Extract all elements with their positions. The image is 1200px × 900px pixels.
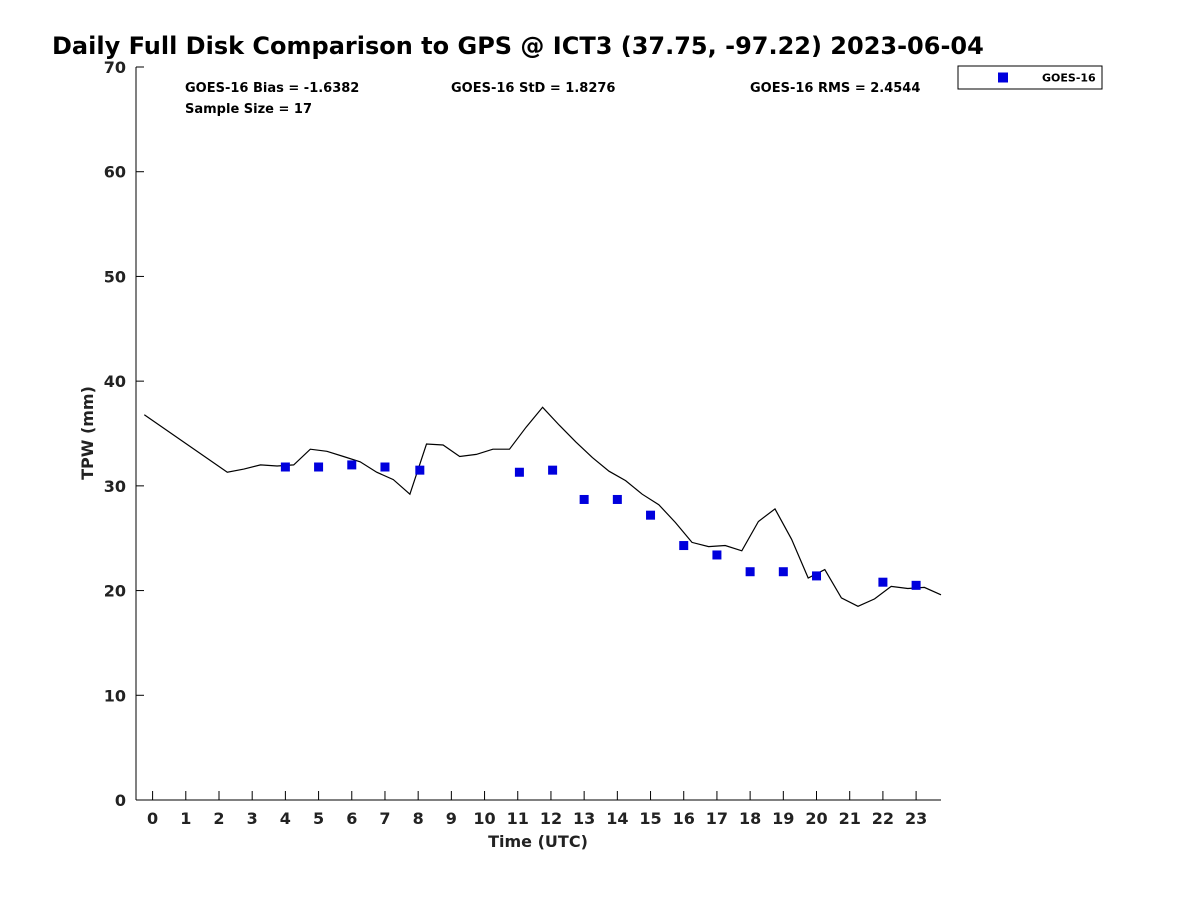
y-tick-label: 10 bbox=[104, 686, 126, 705]
goes-16-point bbox=[812, 571, 822, 581]
x-tick-label: 18 bbox=[739, 809, 761, 828]
gps-tpw-line bbox=[143, 406, 942, 607]
x-tick-label: 2 bbox=[213, 809, 224, 828]
y-ticks: 0 10 20 30 40 50 60 70 bbox=[104, 58, 144, 810]
goes-16-point bbox=[579, 494, 589, 504]
sample-size-stat: Sample Size = 17 bbox=[185, 102, 312, 117]
x-tick-label: 10 bbox=[473, 809, 495, 828]
y-axis-label: TPW (mm) bbox=[78, 386, 97, 480]
y-tick-label: 30 bbox=[104, 477, 126, 496]
x-tick-label: 22 bbox=[872, 809, 894, 828]
y-tick-label: 40 bbox=[104, 372, 126, 391]
rms-stat: GOES-16 RMS = 2.4544 bbox=[750, 81, 920, 96]
chart-title: Daily Full Disk Comparison to GPS @ ICT3… bbox=[52, 32, 984, 60]
x-ticks: 0 1 2 3 4 5 6 7 8 9 10 11 12 13 14 15 16 17 18 19 20 21 22 23 bbox=[147, 791, 927, 828]
legend-marker-square bbox=[998, 72, 1008, 83]
goes-16-point bbox=[712, 550, 722, 560]
goes-16-point bbox=[778, 567, 788, 577]
x-tick-label: 17 bbox=[706, 809, 728, 828]
x-tick-label: 14 bbox=[606, 809, 628, 828]
x-tick-label: 15 bbox=[639, 809, 661, 828]
y-tick-label: 70 bbox=[104, 58, 126, 77]
goes-16-point bbox=[514, 467, 524, 477]
goes-16-point bbox=[745, 567, 755, 577]
x-tick-label: 8 bbox=[413, 809, 424, 828]
y-tick-label: 0 bbox=[115, 791, 126, 810]
goes-16-point bbox=[415, 465, 425, 475]
legend-box bbox=[957, 65, 1103, 90]
x-tick-label: 20 bbox=[805, 809, 827, 828]
bias-stat: GOES-16 Bias = -1.6382 bbox=[185, 81, 359, 96]
x-axis-label: Time (UTC) bbox=[488, 832, 588, 851]
plot-frame bbox=[135, 67, 941, 801]
x-tick-label: 3 bbox=[247, 809, 258, 828]
legend: GOES-16 bbox=[957, 65, 1103, 90]
goes-16-point bbox=[612, 494, 622, 504]
goes-16-point bbox=[911, 580, 921, 590]
x-tick-label: 5 bbox=[313, 809, 324, 828]
goes-16-point bbox=[380, 462, 390, 472]
x-tick-label: 7 bbox=[379, 809, 390, 828]
series-layer bbox=[143, 406, 942, 607]
x-tick-label: 4 bbox=[280, 809, 291, 828]
goes-16-point bbox=[548, 465, 558, 475]
x-tick-label: 19 bbox=[772, 809, 794, 828]
x-tick-label: 23 bbox=[905, 809, 927, 828]
y-tick-label: 20 bbox=[104, 582, 126, 601]
y-tick-label: 50 bbox=[104, 267, 126, 286]
goes-16-point bbox=[347, 460, 357, 470]
x-tick-label: 11 bbox=[507, 809, 529, 828]
x-tick-label: 16 bbox=[673, 809, 695, 828]
stats-annotations: GOES-16 Bias = -1.6382 GOES-16 StD = 1.8… bbox=[185, 81, 920, 117]
x-tick-label: 1 bbox=[180, 809, 191, 828]
y-tick-label: 60 bbox=[104, 163, 126, 182]
x-tick-label: 9 bbox=[446, 809, 457, 828]
legend-label: GOES-16 bbox=[1042, 72, 1096, 85]
std-stat: GOES-16 StD = 1.8276 bbox=[451, 81, 615, 96]
goes-16-point bbox=[280, 462, 290, 472]
x-tick-label: 21 bbox=[839, 809, 861, 828]
goes-16-point bbox=[878, 577, 888, 587]
x-tick-label: 13 bbox=[573, 809, 595, 828]
x-tick-label: 6 bbox=[346, 809, 357, 828]
goes-16-point bbox=[314, 462, 324, 472]
goes-16-point bbox=[679, 541, 689, 551]
x-tick-label: 12 bbox=[540, 809, 562, 828]
x-tick-label: 0 bbox=[147, 809, 158, 828]
goes-16-point bbox=[646, 510, 656, 520]
